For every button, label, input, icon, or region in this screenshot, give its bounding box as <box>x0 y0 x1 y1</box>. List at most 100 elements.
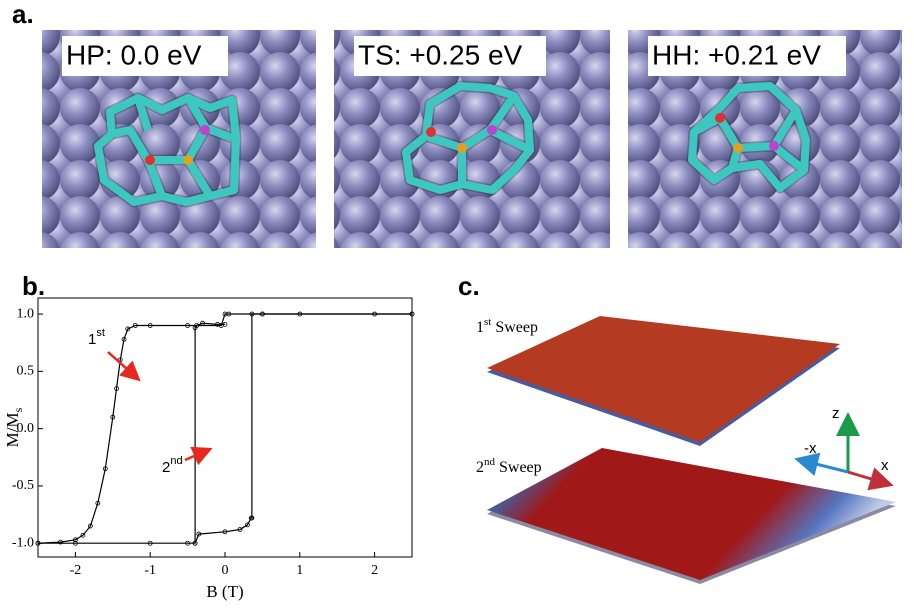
loop-point <box>249 311 255 317</box>
annotation-arrow <box>107 351 141 382</box>
panel-label: a. <box>12 0 34 29</box>
caption: HP: 0.0 eV <box>66 39 202 70</box>
loop-point <box>194 323 199 328</box>
loop-point <box>226 311 232 317</box>
panel-a: HP: 0.0 eV TS: +0.25 eV HH: +0.21 eV <box>42 30 902 248</box>
annotation: 1st <box>88 327 105 348</box>
annotation-sup: st <box>96 327 105 339</box>
y-tick-label: 0.0 <box>17 421 35 436</box>
sweep-label: 2nd Sweep <box>476 456 542 476</box>
y-tick-label: -0.5 <box>12 478 34 493</box>
marker-atom <box>145 155 155 165</box>
loop-point <box>249 515 255 521</box>
sweep-label: 1st Sweep <box>476 316 538 336</box>
y-tick-label: 0.5 <box>17 364 35 379</box>
loop-point <box>80 532 86 538</box>
loop-point <box>192 540 198 546</box>
loop-curve <box>37 313 412 544</box>
loop-point <box>259 311 265 317</box>
loop-point <box>196 531 202 537</box>
molecule <box>424 93 532 184</box>
loop-point <box>73 540 78 546</box>
loop-point <box>125 326 131 332</box>
axis-label-neg-x: -x <box>804 440 817 457</box>
loop-point <box>245 522 250 528</box>
sweep-text: Sweep <box>491 319 538 336</box>
sheet-2 <box>487 448 896 584</box>
loop-point <box>222 321 228 327</box>
panel-label: b. <box>22 271 45 301</box>
sweep-sup: nd <box>484 456 496 468</box>
loop-point <box>147 540 153 546</box>
loop-point <box>185 323 191 328</box>
sweep-sup: st <box>484 316 491 328</box>
marker-atom <box>487 125 497 135</box>
loop-curve <box>38 313 412 544</box>
sheet-1 <box>487 316 840 446</box>
molecule <box>94 94 240 206</box>
caption-box <box>354 36 546 76</box>
x-tick-label: -2 <box>70 563 82 578</box>
axes-triad <box>794 412 894 491</box>
molecule <box>688 82 810 192</box>
molecule <box>111 95 234 199</box>
y-tick-label: 1.0 <box>17 306 35 321</box>
y-axis-label: M/Ms <box>3 407 25 447</box>
structure-image: HH: +0.21 eV <box>628 30 902 248</box>
y-label-base: M/M <box>3 412 22 447</box>
sweep-base: 2 <box>476 459 484 476</box>
loop-point <box>132 323 138 328</box>
molecule <box>402 82 534 194</box>
marker-atom <box>426 127 436 137</box>
x-tick-label: 1 <box>296 563 303 578</box>
loop-point <box>73 537 78 543</box>
loop-point <box>222 529 228 535</box>
annotation-base: 2 <box>162 459 170 476</box>
loop-point <box>237 527 243 532</box>
annotation: 2nd <box>162 455 183 476</box>
sweep-text: Sweep <box>495 459 542 476</box>
panel-label: c. <box>458 271 480 301</box>
axis-label-z: z <box>832 405 840 422</box>
structure-image: TS: +0.25 eV <box>334 30 610 248</box>
loop-point <box>87 523 93 529</box>
y-label-sub: s <box>11 407 25 412</box>
marker-atom <box>457 143 467 153</box>
loop-point <box>185 540 191 546</box>
axis-label-x: x <box>881 457 889 474</box>
loop-point <box>409 311 415 317</box>
x-axis-label: B (T) <box>206 582 243 601</box>
marker-atom <box>183 155 193 165</box>
caption: TS: +0.25 eV <box>358 39 523 70</box>
caption: HH: +0.21 eV <box>652 39 821 70</box>
x-tick-label: 0 <box>222 563 229 578</box>
caption-box <box>62 36 228 76</box>
annotation-arrow <box>184 446 213 466</box>
loop-point <box>200 320 205 326</box>
marker-atom <box>769 141 779 151</box>
loop-point <box>147 323 153 328</box>
sweep-base: 1 <box>476 319 484 336</box>
annotation-sup: nd <box>170 455 182 467</box>
loop-point <box>35 540 41 546</box>
marker-atom <box>715 113 725 123</box>
annotation-base: 1 <box>88 331 96 348</box>
loop-point <box>114 386 119 391</box>
loop-point <box>95 500 101 506</box>
loop-point <box>110 414 116 420</box>
structure-image: HP: 0.0 eV <box>42 30 316 248</box>
y-tick-label: -1.0 <box>12 535 34 550</box>
x-tick-label: 2 <box>371 563 378 578</box>
loop-curve <box>194 322 225 544</box>
x-tick-label: -1 <box>144 563 156 578</box>
loop-point <box>58 539 63 545</box>
caption-box <box>648 36 846 76</box>
loop-point <box>102 466 108 472</box>
loop-point <box>121 336 127 342</box>
marker-atom <box>200 125 210 135</box>
loop-point <box>215 321 220 327</box>
marker-atom <box>733 143 743 153</box>
